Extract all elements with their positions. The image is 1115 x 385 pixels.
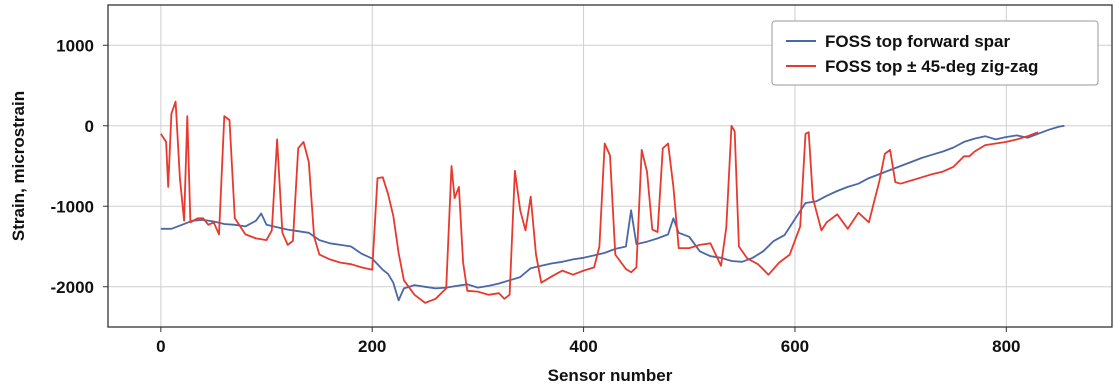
y-tick-label-1: -1000 (51, 197, 94, 216)
series-line-0 (160, 124, 1065, 302)
series-layer (160, 100, 1065, 304)
series-line-1 (160, 100, 1039, 304)
x-tick-label-3: 600 (781, 337, 809, 356)
y-tick-label-0: -2000 (51, 278, 94, 297)
plot-frame (107, 4, 1113, 328)
y-axis-title: Strain, microstrain (9, 91, 28, 241)
x-tick-label-0: 0 (156, 337, 165, 356)
y-tick-label-2: 0 (85, 117, 94, 136)
y-axis-ticks: -2000 -1000 0 1000 (51, 36, 108, 297)
legend-label-zigzag: FOSS top ± 45-deg zig-zag (825, 57, 1038, 76)
legend-label-spar: FOSS top forward spar (825, 32, 1011, 51)
y-tick-label-3: 1000 (56, 36, 94, 55)
x-tick-label-2: 400 (569, 337, 597, 356)
x-tick-label-1: 200 (358, 337, 386, 356)
x-axis-title: Sensor number (548, 366, 673, 385)
x-axis-ticks: 0 200 400 600 800 (156, 327, 1021, 356)
legend: FOSS top forward spar FOSS top ± 45-deg … (771, 20, 1099, 86)
legend-box (771, 20, 1099, 86)
x-tick-label-4: 800 (992, 337, 1020, 356)
